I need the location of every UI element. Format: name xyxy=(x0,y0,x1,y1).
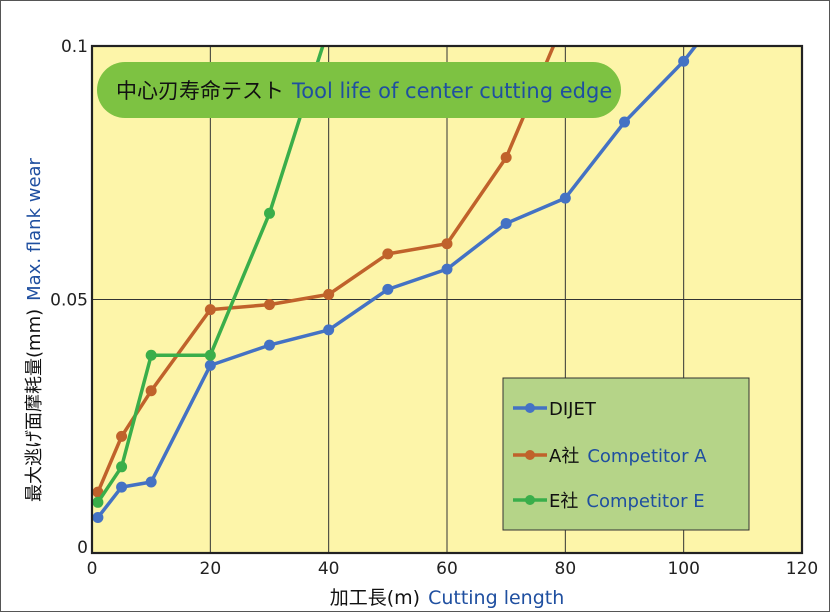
chart-title-banner: 中心刃寿命テスト Tool life of center cutting edge xyxy=(97,62,621,118)
legend-label-en: Competitor A xyxy=(587,446,707,467)
chart-title-jp: 中心刃寿命テスト xyxy=(116,79,284,103)
data-point xyxy=(441,238,453,250)
x-tick-label: 60 xyxy=(436,559,458,579)
y-axis-label-en: Max. flank wear xyxy=(24,157,45,300)
legend-swatch-marker xyxy=(525,450,535,460)
data-point xyxy=(264,207,275,219)
legend-item: E社 Competitor E xyxy=(513,491,705,512)
data-point xyxy=(92,512,104,524)
data-point xyxy=(92,496,104,508)
x-tick-label: 120 xyxy=(786,559,818,579)
x-axis-label-jp: 加工長(m) xyxy=(330,587,420,609)
legend: DIJET A社 Competitor A E社 Competitor E xyxy=(502,377,750,531)
y-tick-label: 0.05 xyxy=(50,291,88,311)
legend-item: DIJET xyxy=(513,399,597,420)
x-tick-label: 80 xyxy=(555,559,577,579)
y-tick-label: 0 xyxy=(77,538,88,558)
data-point xyxy=(323,324,335,336)
y-axis-tick-labels: 0 0.05 0.1 xyxy=(50,37,88,558)
x-tick-label: 0 xyxy=(87,559,98,579)
chart-title: 中心刃寿命テスト Tool life of center cutting edge xyxy=(116,79,612,103)
plot-area xyxy=(90,44,804,555)
series-line xyxy=(96,46,325,504)
legend-label: E社 Competitor E xyxy=(549,491,705,512)
legend-items: DIJET A社 Competitor A E社 Competitor E xyxy=(513,399,707,512)
legend-label: A社 Competitor A xyxy=(549,446,707,467)
plot-frame xyxy=(90,44,804,555)
series-lines xyxy=(92,46,697,524)
data-point xyxy=(382,248,394,260)
data-point xyxy=(619,116,630,128)
data-point xyxy=(204,304,216,316)
legend-swatch-marker xyxy=(525,403,535,413)
series-E社 xyxy=(92,46,325,508)
data-point xyxy=(116,430,128,442)
x-axis-tick-labels: 0 20 40 60 80 100 120 xyxy=(87,559,819,579)
data-point xyxy=(500,217,512,229)
data-point xyxy=(382,283,394,295)
data-point xyxy=(264,339,275,351)
x-tick-label: 20 xyxy=(200,559,222,579)
data-point xyxy=(678,55,690,67)
series-DIJET xyxy=(92,46,697,524)
legend-swatch-marker xyxy=(525,495,535,505)
legend-label-name: A社 xyxy=(549,446,579,467)
x-axis-label-en: Cutting length xyxy=(428,587,564,609)
title-banner-background xyxy=(97,62,621,118)
data-point xyxy=(145,476,157,488)
legend-label-name: E社 xyxy=(549,491,578,512)
data-point xyxy=(559,192,571,204)
data-point xyxy=(204,359,216,371)
y-tick-label: 0.1 xyxy=(61,37,88,57)
data-point xyxy=(204,349,216,361)
data-point xyxy=(323,288,335,300)
x-tick-label: 40 xyxy=(318,559,340,579)
data-point xyxy=(145,385,157,397)
data-point xyxy=(145,349,157,361)
data-point xyxy=(116,481,128,493)
data-point xyxy=(500,152,512,164)
y-axis-label-jp: 最大逃げ面摩耗量(mm) xyxy=(24,309,45,502)
x-tick-label: 100 xyxy=(667,559,699,579)
legend-label-en: Competitor E xyxy=(586,491,704,512)
data-point xyxy=(264,299,275,311)
legend-label: DIJET xyxy=(549,399,597,420)
chart-title-en: Tool life of center cutting edge xyxy=(291,79,612,103)
data-point xyxy=(92,486,104,498)
x-axis-label: 加工長(m) Cutting length xyxy=(330,587,565,609)
data-point xyxy=(116,461,128,473)
legend-label-name: DIJET xyxy=(549,399,597,420)
legend-item: A社 Competitor A xyxy=(513,446,707,467)
data-point xyxy=(441,263,453,275)
y-axis-label: 最大逃げ面摩耗量(mm) Max. flank wear xyxy=(24,157,45,502)
